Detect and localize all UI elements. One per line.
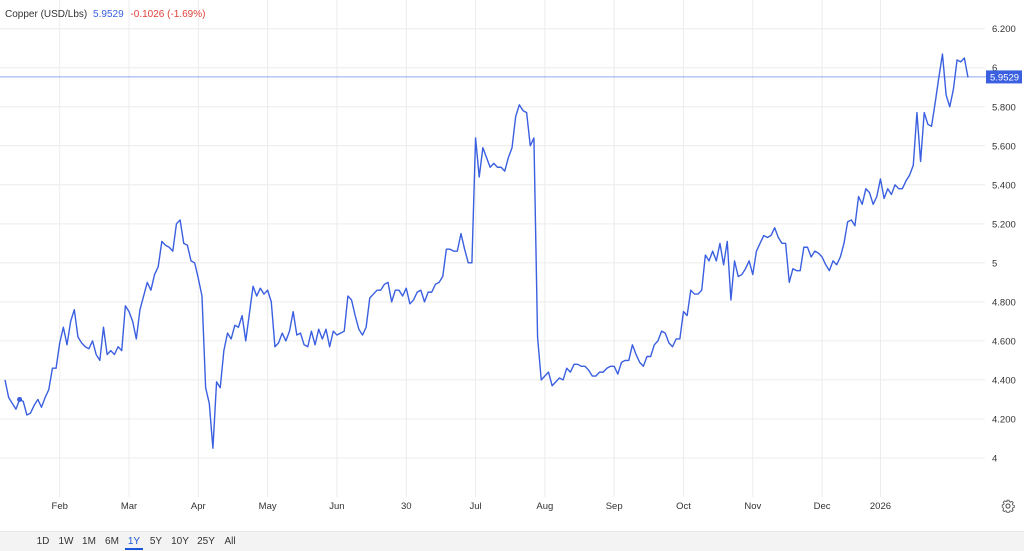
y-tick-label: 4 (992, 453, 997, 464)
x-tick-label: Apr (191, 501, 206, 512)
x-tick-label: Mar (121, 501, 137, 512)
instrument-name: Copper (USD/Lbs) (5, 9, 88, 20)
x-tick-label: Jun (329, 501, 344, 512)
y-tick-label: 6 (992, 63, 997, 74)
range-button-1m[interactable]: 1M (82, 536, 96, 547)
x-tick-label: Aug (536, 501, 553, 512)
x-tick-label: Dec (814, 501, 831, 512)
x-tick-label: 2026 (870, 501, 891, 512)
range-button-25y[interactable]: 25Y (197, 536, 215, 547)
x-tick-label: 30 (401, 501, 412, 512)
range-button-6m[interactable]: 6M (105, 536, 119, 547)
range-button-1d[interactable]: 1D (36, 536, 50, 547)
y-tick-label: 4.800 (992, 297, 1016, 308)
x-tick-label: Nov (744, 501, 761, 512)
x-tick-label: Sep (606, 501, 623, 512)
y-tick-label: 5.200 (992, 219, 1016, 230)
y-tick-label: 6.200 (992, 24, 1016, 35)
current-price: 5.9529 (93, 9, 124, 20)
price-chart[interactable]: 4 4.200 4.400 4.600 4.800 5 5.200 5.400 5.600 5.8… (0, 0, 1024, 531)
svg-text:5.9529: 5.9529 (990, 72, 1019, 83)
series-start-marker (17, 396, 23, 402)
y-tick-label: 4.200 (992, 414, 1016, 425)
y-tick-label: 5 (992, 258, 997, 269)
x-tick-label: Feb (52, 501, 68, 512)
x-tick-label: Jul (469, 501, 481, 512)
y-tick-label: 5.400 (992, 180, 1016, 191)
gear-icon[interactable] (1001, 499, 1015, 513)
chart-legend: Copper (USD/Lbs) 5.9529 -0.1026 (-1.69%) (5, 9, 205, 20)
range-button-1y[interactable]: 1Y (125, 533, 143, 550)
range-button-10y[interactable]: 10Y (171, 536, 189, 547)
range-button-5y[interactable]: 5Y (149, 536, 163, 547)
last-price-tag: 5.9529 (986, 70, 1022, 84)
series-line-copper (4, 53, 969, 449)
x-tick-label: May (259, 501, 277, 512)
price-change-percent: (-1.69%) (167, 9, 206, 20)
y-tick-label: 4.600 (992, 336, 1016, 347)
y-tick-label: 5.800 (992, 102, 1016, 113)
x-tick-label: Oct (676, 501, 691, 512)
range-selector: 1D 1W 1M 6M 1Y 5Y 10Y 25Y All (0, 531, 1024, 551)
y-tick-label: 4.400 (992, 375, 1016, 386)
x-axis-labels: Feb Mar Apr May Jun 30 Jul Aug Sep Oct Nov Dec 2026 (52, 501, 891, 512)
y-tick-label: 5.600 (992, 141, 1016, 152)
y-axis-labels: 4 4.200 4.400 4.600 4.800 5 5.200 5.400 5.600 5.8… (992, 24, 1016, 464)
price-change: -0.1026 (130, 9, 165, 20)
gridlines (0, 0, 985, 497)
range-button-all[interactable]: All (224, 536, 236, 547)
range-button-1w[interactable]: 1W (58, 536, 74, 547)
